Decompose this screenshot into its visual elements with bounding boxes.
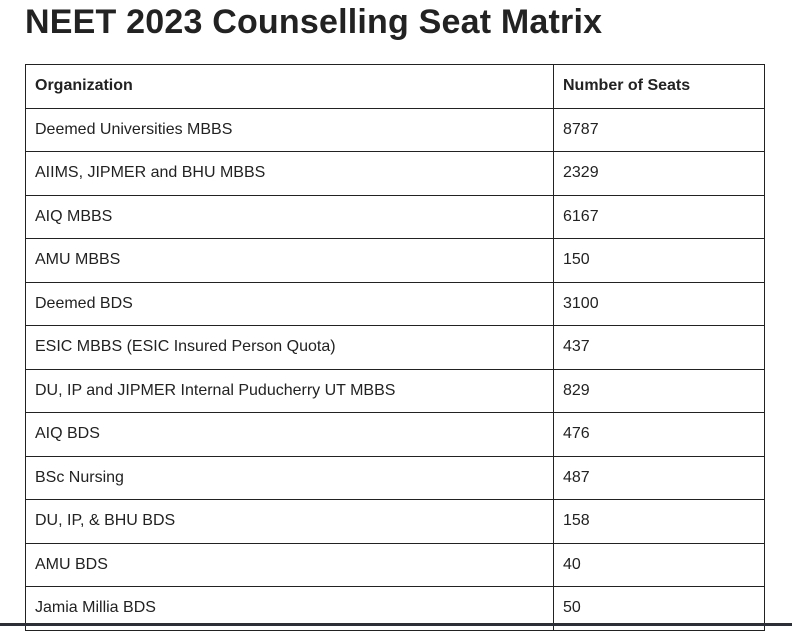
table-row: Deemed BDS 3100 bbox=[25, 281, 765, 326]
table-row: AIQ MBBS 6167 bbox=[25, 194, 765, 239]
seats-cell: 2329 bbox=[553, 151, 765, 196]
organization-cell: AMU BDS bbox=[25, 542, 554, 587]
seats-cell: 476 bbox=[553, 412, 765, 457]
organization-cell: AIQ BDS bbox=[25, 412, 554, 457]
bottom-rule bbox=[0, 623, 792, 626]
seats-cell: 8787 bbox=[553, 107, 765, 152]
seats-cell: 6167 bbox=[553, 194, 765, 239]
seats-cell: 487 bbox=[553, 455, 765, 500]
seats-cell: 150 bbox=[553, 238, 765, 283]
table-row: AMU MBBS 150 bbox=[25, 238, 765, 283]
table-row: ESIC MBBS (ESIC Insured Person Quota) 437 bbox=[25, 325, 765, 370]
organization-cell: AIQ MBBS bbox=[25, 194, 554, 239]
table-row: AIIMS, JIPMER and BHU MBBS 2329 bbox=[25, 151, 765, 196]
header-row: Organization Number of Seats bbox=[25, 64, 765, 109]
organization-cell: AMU MBBS bbox=[25, 238, 554, 283]
table-row: DU, IP, & BHU BDS 158 bbox=[25, 499, 765, 544]
table-row: Deemed Universities MBBS 8787 bbox=[25, 107, 765, 152]
table-row: AIQ BDS 476 bbox=[25, 412, 765, 457]
seats-cell: 3100 bbox=[553, 281, 765, 326]
column-header: Organization bbox=[25, 64, 554, 109]
seats-cell: 40 bbox=[553, 542, 765, 587]
seats-cell: 829 bbox=[553, 368, 765, 413]
seat-table: Organization Number of Seats Deemed Univ… bbox=[25, 64, 765, 631]
organization-cell: ESIC MBBS (ESIC Insured Person Quota) bbox=[25, 325, 554, 370]
table-row: DU, IP and JIPMER Internal Puducherry UT… bbox=[25, 368, 765, 413]
seats-cell: 158 bbox=[553, 499, 765, 544]
table-row: AMU BDS 40 bbox=[25, 542, 765, 587]
organization-cell: Deemed Universities MBBS bbox=[25, 107, 554, 152]
organization-cell: AIIMS, JIPMER and BHU MBBS bbox=[25, 151, 554, 196]
organization-cell: DU, IP and JIPMER Internal Puducherry UT… bbox=[25, 368, 554, 413]
seats-cell: 437 bbox=[553, 325, 765, 370]
organization-cell: Deemed BDS bbox=[25, 281, 554, 326]
page-title: NEET 2023 Counselling Seat Matrix bbox=[25, 3, 603, 41]
organization-cell: DU, IP, & BHU BDS bbox=[25, 499, 554, 544]
organization-cell: BSc Nursing bbox=[25, 455, 554, 500]
column-header: Number of Seats bbox=[553, 64, 765, 109]
table-row: BSc Nursing 487 bbox=[25, 455, 765, 500]
